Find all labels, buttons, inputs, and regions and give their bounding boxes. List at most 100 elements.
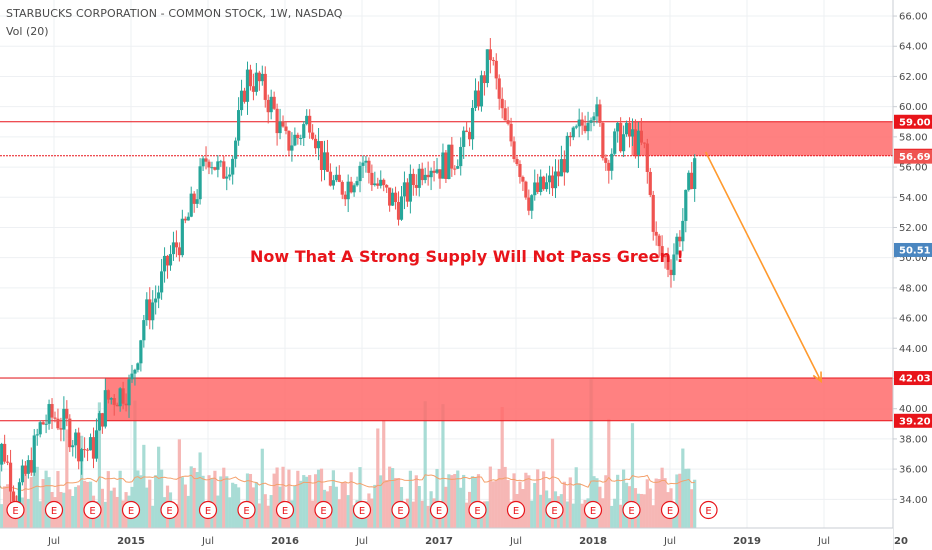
volume-bar	[645, 479, 649, 528]
volume-bar	[580, 503, 584, 528]
price-tag-bg	[894, 114, 932, 129]
candle-body	[177, 247, 181, 256]
volume-bar	[97, 402, 102, 528]
time-axis[interactable]: Jul 2015 Jul 2016 Jul 2017 Jul 2018 Jul 2019 Jul 20	[0, 527, 908, 550]
earnings-marker[interactable]: E	[699, 500, 718, 520]
earnings-marker[interactable]: E	[545, 500, 564, 520]
volume-bar	[589, 379, 593, 528]
candle-body	[518, 164, 522, 177]
candle-body	[435, 169, 439, 173]
volume-bar	[349, 472, 353, 528]
earnings-marker-circle	[198, 500, 218, 520]
candle-body	[370, 172, 374, 186]
volume-bar	[411, 501, 415, 528]
candle-body	[94, 430, 99, 459]
demand-zone	[105, 378, 893, 421]
price-axis[interactable]: 34.0036.0038.0040.0042.0044.0046.0048.00…	[892, 0, 932, 550]
volume-bar	[254, 482, 258, 528]
price-tick-label: 50.00	[899, 253, 928, 264]
candle-body	[174, 242, 179, 248]
candle-body	[100, 413, 104, 427]
volume-bar	[216, 495, 220, 528]
earnings-marker[interactable]: E	[83, 500, 102, 520]
candle-body	[305, 115, 309, 125]
candle-body	[577, 119, 581, 127]
candle-body	[444, 152, 448, 180]
candle-body	[352, 185, 356, 193]
candle-body	[379, 179, 383, 186]
candle-body	[337, 174, 341, 182]
earnings-marker[interactable]: E	[237, 500, 256, 520]
price-tick-label: 34.00	[899, 495, 928, 506]
earnings-marker[interactable]: E	[622, 500, 641, 520]
candle-body	[296, 134, 300, 139]
volume-bar	[648, 488, 652, 528]
price-tag-label: 39.20	[899, 416, 931, 427]
candle-body	[130, 373, 134, 380]
candle-body	[41, 422, 45, 425]
earnings-marker-label: E	[320, 506, 326, 517]
candle-body	[393, 192, 398, 203]
volume-bar	[488, 466, 492, 528]
earnings-marker[interactable]: E	[429, 500, 449, 520]
earnings-marker[interactable]: E	[6, 500, 25, 520]
candle-body	[272, 96, 276, 109]
earnings-marker-circle	[314, 500, 333, 520]
time-tick-label: Jul	[817, 536, 830, 547]
volume-bar	[385, 480, 389, 528]
volume-bar	[370, 498, 374, 528]
projection-arrow-head	[812, 371, 822, 384]
time-tick-label: 2018	[579, 536, 607, 547]
time-tick-label: Jul	[47, 536, 60, 547]
candle-body	[308, 115, 312, 133]
volume-bar	[23, 467, 27, 528]
earnings-marker-label: E	[89, 506, 95, 517]
volume-bar	[248, 473, 253, 528]
volume-bar	[257, 503, 261, 528]
earnings-marker[interactable]: E	[160, 500, 179, 520]
earnings-marker[interactable]: E	[198, 500, 218, 520]
earnings-marker[interactable]: E	[468, 500, 487, 520]
candle-body	[527, 197, 531, 211]
volume-bar	[613, 498, 617, 528]
earnings-marker[interactable]: E	[391, 500, 410, 520]
earnings-marker[interactable]: E	[121, 500, 141, 520]
volume-bar	[601, 498, 605, 528]
candle-body	[311, 132, 315, 139]
earnings-marker[interactable]: E	[352, 500, 372, 520]
volume-bar	[157, 446, 161, 528]
candle-body	[411, 173, 415, 186]
candle-body	[340, 181, 344, 195]
earnings-marker[interactable]: E	[583, 500, 603, 520]
candle-body	[438, 169, 442, 179]
volume-bar	[426, 505, 430, 528]
earnings-marker[interactable]: E	[44, 500, 64, 520]
volume-bar	[71, 496, 75, 528]
earnings-marker[interactable]: E	[314, 500, 333, 520]
volume-bar	[500, 407, 504, 528]
candle-body	[648, 171, 652, 195]
candle-body	[189, 193, 193, 217]
volume-bar	[299, 480, 303, 528]
earnings-marker-label: E	[166, 506, 172, 517]
volume-indicator-label[interactable]: Vol (20)	[6, 25, 49, 38]
volume-bar	[462, 474, 466, 528]
zones-layer[interactable]	[0, 121, 893, 422]
candle-body	[382, 179, 386, 186]
volume-bar	[681, 448, 685, 528]
candle-body	[565, 135, 569, 173]
volume-bar	[32, 466, 36, 528]
earnings-marker[interactable]: E	[506, 500, 526, 520]
candle-body	[3, 443, 7, 462]
volume-bar	[305, 476, 309, 528]
time-tick-label: 2016	[271, 536, 299, 547]
volume-bar	[195, 472, 199, 528]
earnings-marker-label: E	[51, 506, 57, 517]
time-tick-label: Jul	[509, 536, 522, 547]
candle-body	[124, 403, 128, 406]
candle-body	[627, 122, 632, 137]
earnings-marker[interactable]: E	[660, 500, 680, 520]
earnings-marker[interactable]: E	[275, 500, 295, 520]
